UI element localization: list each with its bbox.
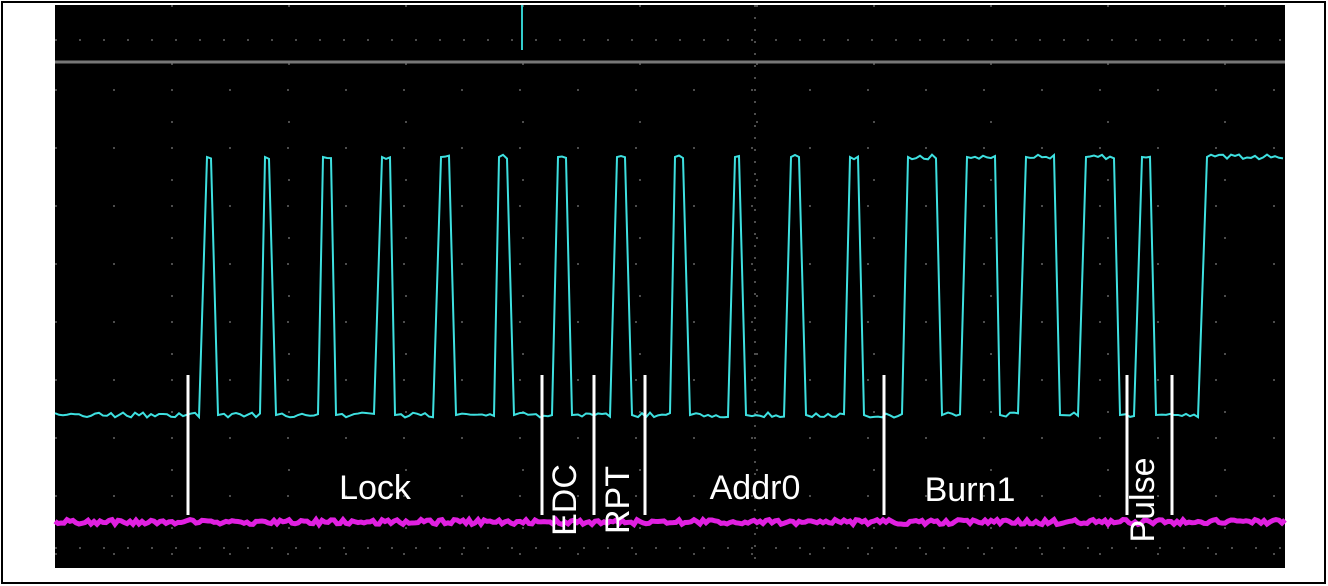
channel-2-trace bbox=[55, 520, 1285, 525]
field-label: Burn1 bbox=[925, 471, 1016, 509]
field-label: RPT bbox=[599, 466, 637, 534]
field-label: Pulse bbox=[1124, 457, 1162, 542]
scope-screenshot: Lock EDC RPT Addr0 Burn1 Pulse bbox=[0, 0, 1328, 586]
field-label: EDC bbox=[546, 464, 584, 536]
field-label: Lock bbox=[339, 469, 412, 507]
field-label: Addr0 bbox=[710, 469, 801, 507]
